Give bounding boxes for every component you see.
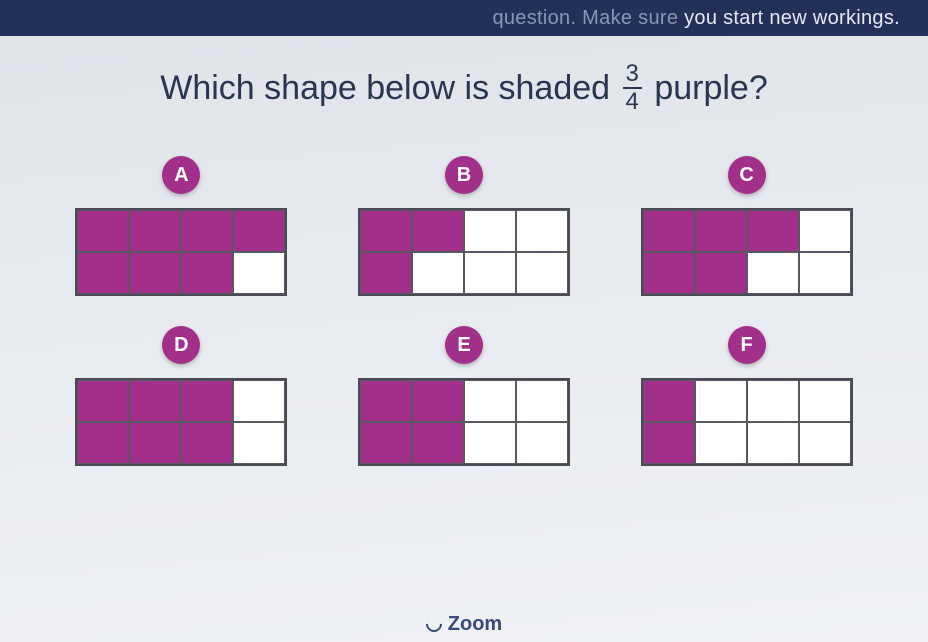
banner-text-main: you start new workings. <box>678 7 900 29</box>
grid-cell <box>516 380 568 422</box>
grid-cell <box>747 252 799 294</box>
question-text: Which shape below is shaded 3 4 purple? <box>0 64 928 116</box>
shape-grid <box>641 208 853 296</box>
grid-cell <box>747 380 799 422</box>
grid-cell <box>360 210 412 252</box>
grid-cell <box>129 380 181 422</box>
option-b[interactable]: B <box>343 156 586 296</box>
grid-cell <box>233 210 285 252</box>
grid-cell <box>360 380 412 422</box>
shape-grid <box>358 208 570 296</box>
grid-cell <box>181 210 233 252</box>
grid-cell <box>695 422 747 464</box>
grid-cell <box>464 380 516 422</box>
grid-cell <box>799 252 851 294</box>
option-badge: A <box>162 156 200 194</box>
option-e[interactable]: E <box>343 326 586 466</box>
grid-cell <box>695 380 747 422</box>
grid-cell <box>643 380 695 422</box>
grid-cell <box>360 252 412 294</box>
option-badge: E <box>445 326 483 364</box>
grid-cell <box>747 210 799 252</box>
footer-zoom[interactable]: Zoom <box>0 613 928 636</box>
grid-cell <box>464 210 516 252</box>
instruction-banner: question. Make sure you start new workin… <box>0 0 928 36</box>
grid-cell <box>747 422 799 464</box>
shape-grid <box>641 378 853 466</box>
grid-cell <box>695 252 747 294</box>
shape-grid <box>358 378 570 466</box>
grid-cell <box>516 252 568 294</box>
option-badge: D <box>162 326 200 364</box>
grid-cell <box>643 422 695 464</box>
grid-cell <box>181 252 233 294</box>
option-c[interactable]: C <box>625 156 868 296</box>
shape-grid <box>75 208 287 296</box>
grid-cell <box>129 252 181 294</box>
grid-cell <box>412 380 464 422</box>
footer-label: Zoom <box>448 613 502 635</box>
grid-cell <box>129 422 181 464</box>
grid-cell <box>233 422 285 464</box>
grid-cell <box>516 210 568 252</box>
grid-cell <box>643 252 695 294</box>
option-d[interactable]: D <box>60 326 303 466</box>
grid-cell <box>233 380 285 422</box>
option-badge: B <box>445 156 483 194</box>
grid-cell <box>695 210 747 252</box>
grid-cell <box>233 252 285 294</box>
grid-cell <box>464 422 516 464</box>
fraction: 3 4 <box>623 62 642 114</box>
grid-cell <box>77 210 129 252</box>
question-suffix: purple? <box>654 69 767 107</box>
grid-cell <box>799 210 851 252</box>
question-prefix: Which shape below is shaded <box>160 69 619 107</box>
grid-cell <box>77 380 129 422</box>
grid-cell <box>464 252 516 294</box>
option-a[interactable]: A <box>60 156 303 296</box>
grid-cell <box>181 422 233 464</box>
grid-cell <box>360 422 412 464</box>
grid-cell <box>799 422 851 464</box>
grid-cell <box>516 422 568 464</box>
option-badge: C <box>728 156 766 194</box>
zoom-icon <box>422 613 445 636</box>
shape-grid <box>75 378 287 466</box>
grid-cell <box>181 380 233 422</box>
grid-cell <box>412 252 464 294</box>
option-f[interactable]: F <box>625 326 868 466</box>
option-badge: F <box>728 326 766 364</box>
grid-cell <box>129 210 181 252</box>
grid-cell <box>77 422 129 464</box>
fraction-numerator: 3 <box>623 62 642 89</box>
grid-cell <box>412 422 464 464</box>
grid-cell <box>412 210 464 252</box>
options-grid: A B C D E F <box>0 116 928 466</box>
grid-cell <box>799 380 851 422</box>
fraction-denominator: 4 <box>623 89 642 114</box>
banner-text-faded: question. Make sure <box>492 7 678 29</box>
grid-cell <box>643 210 695 252</box>
grid-cell <box>77 252 129 294</box>
